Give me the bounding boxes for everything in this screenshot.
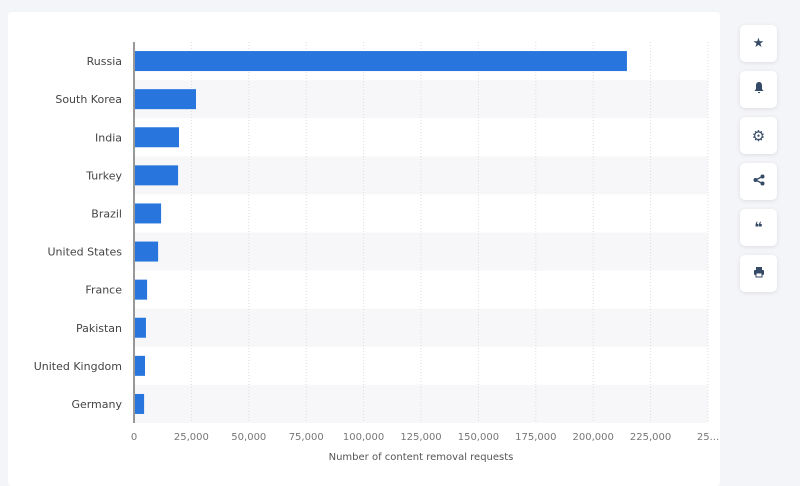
bar-russia bbox=[135, 51, 627, 72]
x-tick-label: 25,000 bbox=[174, 432, 209, 443]
category-label: United Kingdom bbox=[34, 360, 122, 373]
share-button[interactable] bbox=[740, 163, 777, 200]
x-tick-label: 200,000 bbox=[573, 432, 614, 443]
bar-turkey bbox=[135, 165, 179, 186]
category-label: South Korea bbox=[55, 93, 122, 106]
quote-icon: ❝ bbox=[754, 219, 763, 236]
print-button[interactable] bbox=[740, 255, 777, 292]
bar-united-kingdom bbox=[135, 355, 146, 376]
share-icon bbox=[753, 174, 765, 190]
bar-germany bbox=[135, 393, 145, 414]
row-band bbox=[134, 384, 708, 423]
star-icon: ★ bbox=[752, 36, 765, 51]
x-axis-title: Number of content removal requests bbox=[329, 452, 514, 463]
bar-india bbox=[135, 127, 180, 148]
bar-south-korea bbox=[135, 89, 196, 110]
x-tick-label: 50,000 bbox=[231, 432, 266, 443]
cite-button[interactable]: ❝ bbox=[740, 209, 777, 246]
bar-brazil bbox=[135, 203, 162, 224]
x-tick-label: 25... bbox=[697, 432, 719, 443]
x-tick-label: 125,000 bbox=[400, 432, 441, 443]
category-label: Turkey bbox=[85, 169, 122, 182]
sidebar-tools: ★ ⚙ ❝ bbox=[740, 25, 778, 301]
category-label: Russia bbox=[87, 55, 122, 68]
x-tick-label: 150,000 bbox=[458, 432, 499, 443]
settings-button[interactable]: ⚙ bbox=[740, 117, 777, 154]
favorite-button[interactable]: ★ bbox=[740, 25, 777, 62]
print-icon bbox=[753, 266, 765, 282]
bar-pakistan bbox=[135, 317, 146, 338]
bar-united-states bbox=[135, 241, 159, 262]
x-tick-label: 0 bbox=[131, 432, 137, 443]
category-label: Brazil bbox=[91, 207, 122, 220]
category-label: Pakistan bbox=[76, 322, 122, 335]
x-tick-label: 75,000 bbox=[289, 432, 324, 443]
category-label: India bbox=[95, 131, 122, 144]
category-label: United States bbox=[48, 246, 123, 259]
x-tick-label: 100,000 bbox=[343, 432, 384, 443]
bar-france bbox=[135, 279, 148, 300]
gear-icon: ⚙ bbox=[751, 126, 766, 145]
notification-button[interactable] bbox=[740, 71, 777, 108]
category-label: France bbox=[85, 284, 122, 297]
category-label: Germany bbox=[71, 398, 122, 411]
x-tick-label: 175,000 bbox=[515, 432, 556, 443]
x-tick-label: 225,000 bbox=[630, 432, 671, 443]
bell-icon bbox=[753, 81, 765, 98]
